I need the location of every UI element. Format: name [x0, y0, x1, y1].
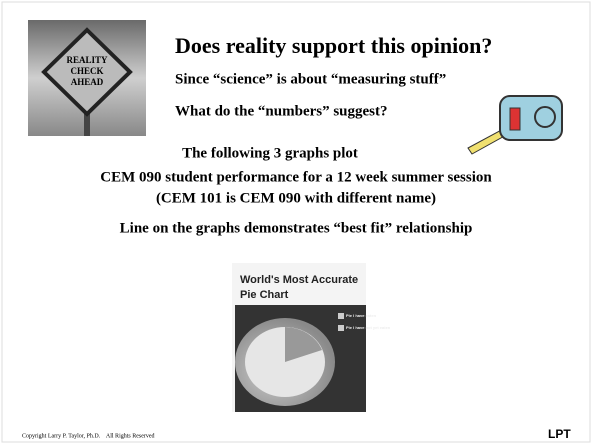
sign-image: REALITY CHECK AHEAD — [28, 20, 146, 136]
pie-image-title: World's Most Accurate — [240, 274, 358, 286]
body-line: The following 3 graphs plot — [182, 145, 358, 161]
subtitle-line: What do the “numbers” suggest? — [175, 103, 388, 119]
sign-text: AHEAD — [71, 77, 104, 87]
sign-text: CHECK — [70, 66, 103, 76]
subtitle-line: Since “science” is about “measuring stuf… — [175, 71, 446, 87]
body-line: CEM 090 student performance for a 12 wee… — [100, 169, 492, 185]
body-line: Line on the graphs demonstrates “best fi… — [120, 220, 473, 236]
copyright: Copyright Larry P. Taylor, Ph.D. All Rig… — [22, 433, 155, 439]
body-line: (CEM 101 is CEM 090 with different name) — [156, 190, 436, 206]
slide: REALITY CHECK AHEAD Does reality support… — [0, 0, 592, 444]
pie-image-legend: Pie I have not yet eaten — [346, 325, 391, 330]
slide-title: Does reality support this opinion? — [175, 33, 492, 58]
sign-text: REALITY — [66, 55, 108, 65]
initials: LPT — [548, 427, 571, 441]
pie-image-title: Pie Chart — [240, 289, 289, 301]
pie-image-legend: Pie I have eaten — [346, 313, 377, 318]
